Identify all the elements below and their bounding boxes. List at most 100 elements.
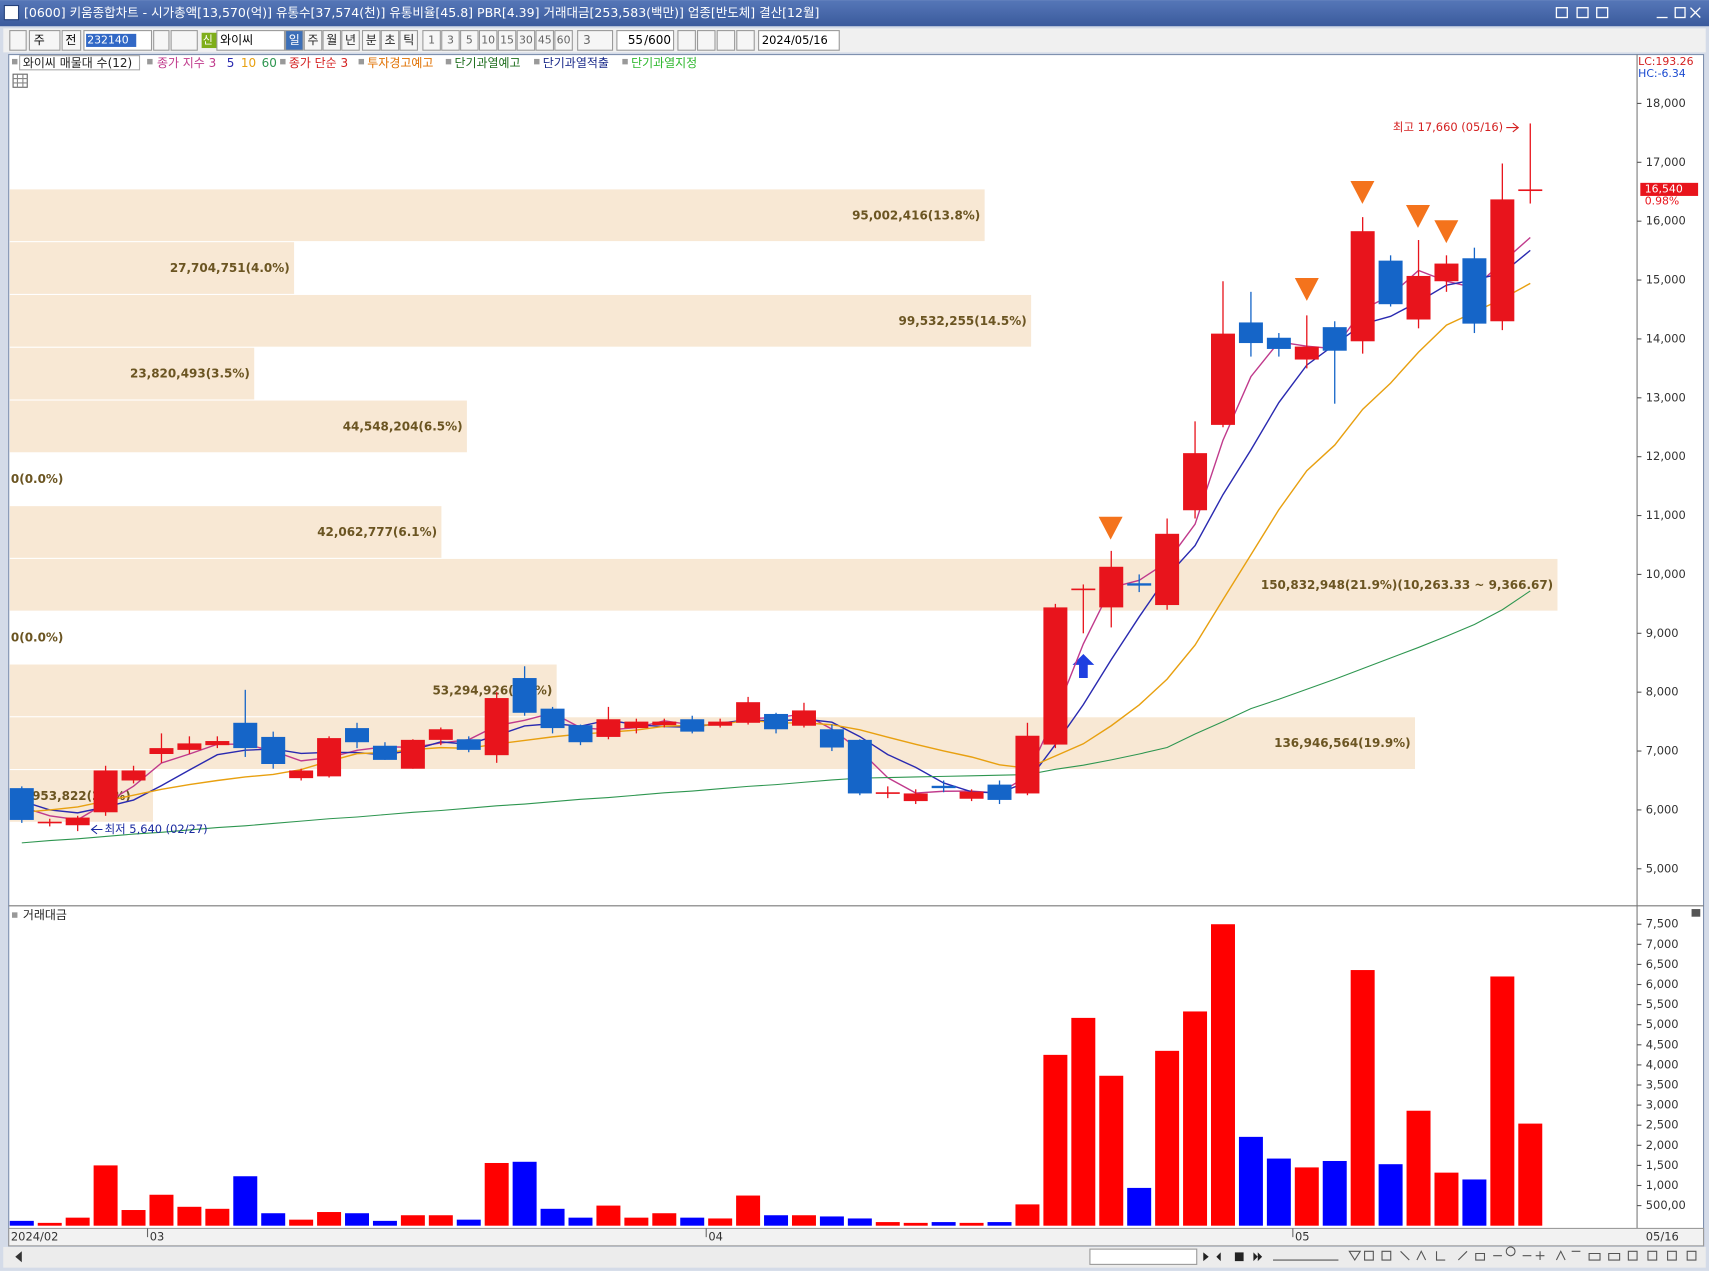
scope-button[interactable] [61,30,82,51]
scroll-thumb[interactable] [1089,1248,1198,1265]
high-annotation: 최고 17,660 (05/16) [1393,120,1503,134]
period-button[interactable] [361,30,381,51]
legend-text[interactable]: 단기과열예고 [454,56,520,70]
minute-label[interactable]: 10 [481,33,495,46]
minute-button[interactable] [497,30,517,51]
sound-button[interactable] [170,30,198,51]
period-label[interactable]: 일 [289,33,300,47]
y-tick-label: 3,000 [1646,1098,1679,1112]
period-button[interactable] [341,30,360,51]
tool-button[interactable] [697,30,716,51]
candle-body [289,770,314,779]
scroll-controls[interactable] [1203,1252,1263,1262]
period-label[interactable]: 년 [345,33,356,47]
profile-band [9,242,295,294]
scrollbar[interactable] [3,1246,1706,1268]
period-label[interactable]: 주 [308,33,319,47]
period-button[interactable] [285,30,304,51]
period-label[interactable]: 틱 [403,33,414,47]
step-label[interactable]: 3 [583,33,591,47]
bar [987,1222,1012,1226]
pane-button[interactable] [1691,909,1701,917]
candle-body [428,729,453,740]
window-buttons[interactable] [1555,7,1701,19]
name-input[interactable] [216,30,286,51]
mode-label[interactable]: 주 [34,33,45,47]
title-bar [0,0,1709,27]
minute-label[interactable]: 5 [466,33,473,46]
tool-button[interactable] [677,30,696,51]
candle-body [261,736,286,765]
window-icon [3,4,20,21]
minute-button[interactable] [554,30,573,51]
minute-label[interactable]: 45 [538,33,552,46]
toolbar-icon[interactable] [9,30,27,51]
period-button[interactable] [322,30,342,51]
badge [201,32,217,49]
profile-band [9,294,1032,347]
period-button[interactable] [380,30,400,51]
mode-button[interactable] [28,30,61,51]
minute-label[interactable]: 1 [428,33,435,46]
legend-text[interactable]: 5 [227,56,235,70]
minute-label[interactable]: 3 [447,33,454,46]
code-text[interactable]: 232140 [87,33,129,46]
legend-text[interactable]: 종가 지수 3 [157,56,216,70]
tool-button[interactable] [736,30,755,51]
bar [1490,976,1515,1226]
bar [37,1222,62,1226]
tool-button[interactable] [716,30,736,51]
legend-text[interactable]: 단기과열지정 [631,56,697,70]
grid-icon[interactable] [12,73,28,88]
name-text[interactable]: 와이씨 [220,33,253,47]
tool-icons[interactable] [1273,1246,1697,1262]
legend-text[interactable]: 60 [262,56,277,70]
candle-body [1071,588,1096,591]
minute-button[interactable] [441,30,460,51]
minute-label[interactable]: 60 [557,33,571,46]
x-tick-label: 2024/02 [11,1230,59,1244]
bar [708,1218,733,1226]
legend-marker [147,58,153,65]
period-button[interactable] [399,30,418,51]
profile-band [9,400,467,453]
minute-button[interactable] [478,30,498,51]
view-count[interactable]: 55 [628,33,643,47]
date-input[interactable] [758,30,840,51]
bar [1266,1158,1291,1226]
profile-band [9,664,557,717]
minute-label[interactable]: 30 [519,33,533,46]
minute-button[interactable] [460,30,479,51]
y-tick-label: 8,000 [1646,685,1679,699]
bar [568,1217,593,1226]
legend-text[interactable]: 와이씨 매물대 수(12) [23,56,132,70]
y-tick-label: 14,000 [1646,331,1686,345]
period-label[interactable]: 월 [326,33,337,47]
legend-text[interactable]: 투자경고예고 [367,56,433,70]
candle-body [1099,566,1124,608]
minute-button[interactable] [535,30,555,51]
y-tick-label: 1,000 [1646,1178,1679,1192]
scroll-left[interactable] [15,1251,22,1263]
legend-text[interactable]: 10 [241,56,256,70]
step-select[interactable] [577,30,614,51]
period-label[interactable]: 분 [366,33,377,47]
code-selection [86,33,137,47]
minute-button[interactable] [422,30,441,51]
scope-label[interactable]: 전 [65,33,76,47]
minute-label[interactable]: 15 [500,33,514,46]
legend-text[interactable]: 단기과열적출 [543,56,609,70]
profile-label: 27,704,751(4.0%) [170,261,290,275]
x-end-label: 05/16 [1646,1230,1679,1244]
profile-label: 44,548,204(6.5%) [343,419,463,433]
period-button[interactable] [303,30,323,51]
period-label[interactable]: 초 [384,33,395,47]
search-button[interactable] [153,30,170,51]
legend-text[interactable]: 종가 단순 3 [289,56,348,70]
minute-button[interactable] [516,30,536,51]
date-text[interactable]: 2024/05/16 [762,33,828,47]
candle-body [1322,327,1347,351]
view-input[interactable] [616,30,675,51]
